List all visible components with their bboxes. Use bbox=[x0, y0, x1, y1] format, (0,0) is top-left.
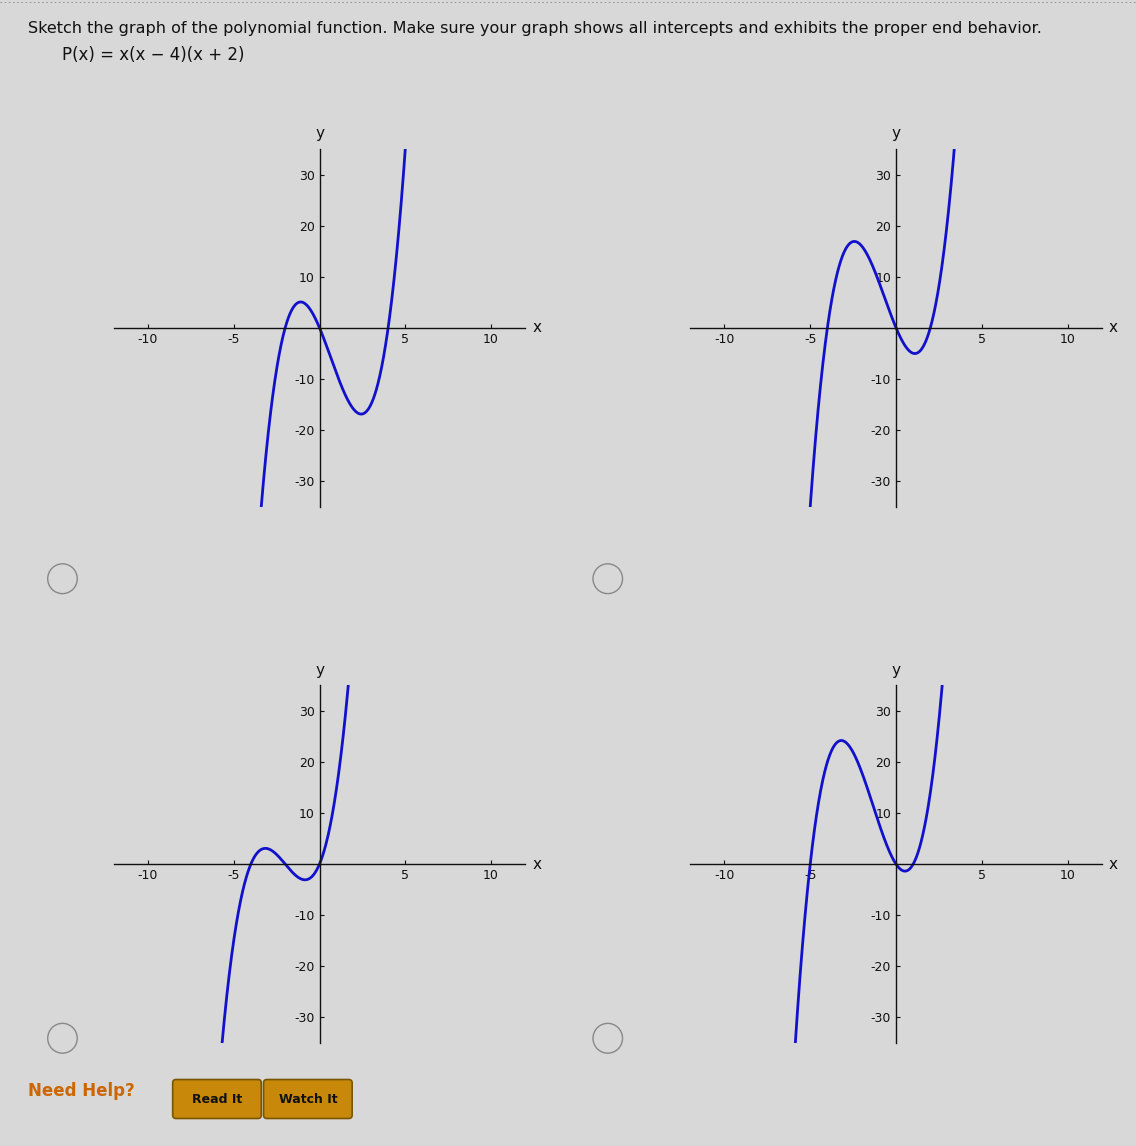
Text: y: y bbox=[315, 126, 324, 141]
Text: Read It: Read It bbox=[192, 1092, 242, 1106]
Text: y: y bbox=[892, 126, 901, 141]
Text: Watch It: Watch It bbox=[278, 1092, 337, 1106]
Text: P(x) = x(x − 4)(x + 2): P(x) = x(x − 4)(x + 2) bbox=[62, 46, 245, 64]
Text: x: x bbox=[533, 856, 541, 872]
Text: x: x bbox=[1109, 856, 1118, 872]
Text: x: x bbox=[1109, 320, 1118, 336]
Text: Sketch the graph of the polynomial function. Make sure your graph shows all inte: Sketch the graph of the polynomial funct… bbox=[28, 21, 1042, 36]
Text: y: y bbox=[315, 662, 324, 677]
Text: x: x bbox=[533, 320, 541, 336]
Text: y: y bbox=[892, 662, 901, 677]
Text: Need Help?: Need Help? bbox=[28, 1082, 135, 1100]
